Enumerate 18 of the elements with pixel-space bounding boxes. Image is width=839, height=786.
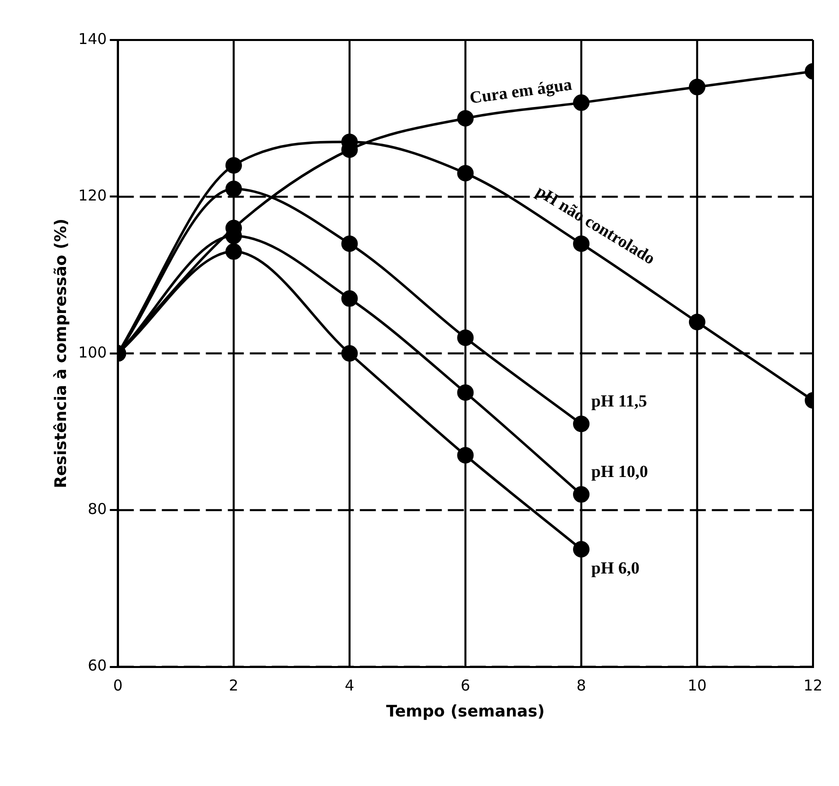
y-axis-title: Resistência à compressão (%) [50, 218, 70, 488]
x-tick-label: 12 [803, 676, 823, 695]
series-label: pH 6,0 [591, 558, 640, 578]
text: Cura em água [468, 74, 574, 108]
x-tick-label: 6 [460, 676, 470, 695]
y-tick-label: 80 [88, 500, 107, 518]
x-tick-label: 0 [113, 676, 123, 695]
y-tick-label: 60 [88, 656, 107, 675]
series-label: pH 10,0 [591, 462, 648, 481]
series-label: pH 11,5 [591, 391, 648, 410]
x-tick-label: 10 [688, 676, 707, 695]
x-tick-label: 8 [576, 676, 586, 695]
y-tick-label: 120 [78, 186, 107, 205]
y-tick-label: 100 [78, 343, 107, 362]
x-tick-label: 2 [228, 676, 238, 695]
x-tick-label: 4 [344, 676, 354, 695]
x-axis-title: Tempo (semanas) [386, 702, 545, 721]
y-tick-label: 140 [78, 30, 107, 48]
